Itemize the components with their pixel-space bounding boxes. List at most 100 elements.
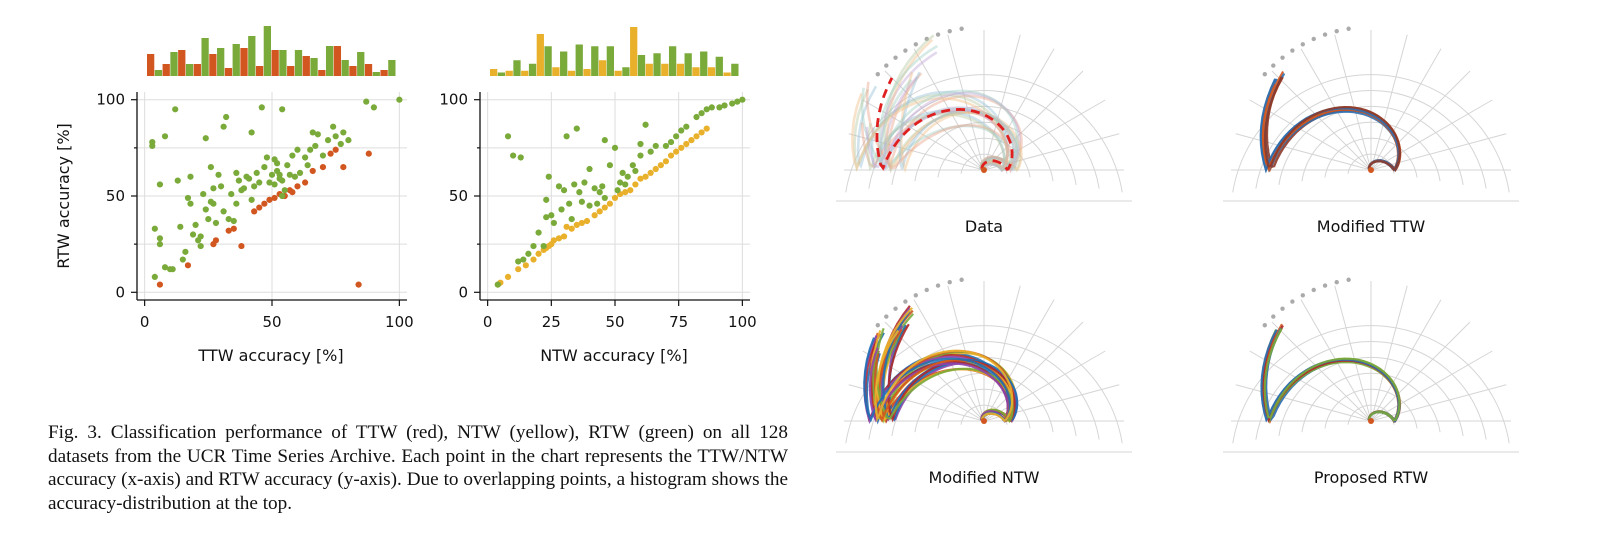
scatter-point	[225, 227, 232, 234]
scatter-point	[187, 200, 194, 207]
histogram-bar	[240, 48, 248, 76]
x-tick-label: 50	[605, 313, 624, 331]
scatter-point	[517, 154, 524, 161]
scatter-point	[573, 221, 580, 228]
x-tick-label: 0	[483, 313, 493, 331]
histogram-bar	[232, 44, 240, 76]
polar-plot-data	[836, 26, 1132, 202]
scatter-point	[251, 183, 258, 190]
scatter-point	[632, 167, 639, 175]
histogram-ntw-rtw	[490, 27, 739, 76]
polar-grid-spoke	[1370, 48, 1442, 171]
polar-trajectory	[1260, 329, 1400, 423]
polar-plot-proposed-rtw	[1223, 277, 1519, 453]
scatter-point	[363, 98, 370, 105]
scatter-point	[182, 248, 189, 255]
scatter-point	[566, 200, 573, 207]
histogram-bar	[521, 70, 529, 76]
polar-grid-spoke	[1370, 34, 1408, 171]
polar-trajectory	[1260, 329, 1400, 423]
scatter-point	[345, 137, 352, 144]
polar-plot-modified-ttw	[1223, 26, 1519, 202]
scatter-point	[286, 171, 293, 178]
scatter-point	[525, 250, 532, 257]
scatter-point	[515, 266, 522, 273]
polar-marker-dot	[1311, 36, 1316, 42]
polar-marker-dot	[875, 72, 880, 77]
polar-grid-spoke	[1370, 285, 1408, 422]
histogram-bar	[178, 50, 186, 76]
histogram-bar	[707, 67, 716, 76]
scatter-point	[667, 138, 675, 146]
scatter-point	[332, 146, 339, 153]
scatter-point	[263, 154, 271, 161]
scatter-point	[179, 256, 186, 263]
scatter-point	[647, 169, 654, 176]
scatter-point	[192, 221, 199, 228]
polar-grid-spoke	[947, 34, 985, 171]
scatter-point	[324, 137, 332, 144]
scatter-point	[312, 142, 319, 150]
polar-grid-spoke	[1370, 384, 1507, 422]
polar-grid-spoke	[1235, 384, 1372, 422]
scatter-point	[149, 142, 156, 150]
scatter-point	[225, 216, 232, 223]
histogram-bar	[715, 56, 723, 76]
scatter-point	[273, 160, 281, 167]
polar-trajectory	[1263, 76, 1401, 171]
histogram-bar	[653, 53, 661, 76]
polar-origin-marker	[981, 418, 987, 424]
histogram-bar	[388, 60, 396, 76]
polar-grid-spoke	[848, 133, 985, 171]
scatter-point	[279, 177, 286, 184]
histogram-bar	[224, 68, 233, 76]
scatter-point	[156, 181, 164, 188]
scatter-point	[302, 154, 309, 161]
polar-trajectory	[878, 78, 1019, 171]
scatter-point	[688, 137, 695, 144]
scatter-point	[619, 169, 626, 176]
scatter-point	[550, 219, 557, 227]
scatter-point	[494, 281, 501, 288]
scatter-point	[309, 167, 316, 175]
histogram-bar	[731, 63, 739, 76]
polar-marker-dot	[935, 283, 941, 288]
histogram-bar	[560, 51, 568, 76]
polar-label-modified-ttw: Modified TTW	[1317, 217, 1426, 236]
scatter-point	[550, 237, 557, 244]
scatter-point	[307, 146, 314, 153]
scatter-point	[698, 129, 705, 136]
scatter-point	[235, 177, 242, 184]
scatter-point	[319, 164, 327, 171]
scatter-point	[624, 173, 631, 180]
histogram-bar	[622, 67, 630, 76]
scatter-point	[642, 121, 649, 128]
scatter-point	[703, 106, 710, 113]
scatter-point	[543, 196, 550, 203]
polar-marker-dot	[1262, 72, 1267, 77]
scatter-point	[586, 165, 593, 173]
polar-grid-spoke	[983, 285, 1021, 422]
histogram-bar	[668, 46, 677, 76]
polar-marker-dot	[947, 28, 952, 34]
histogram-bar	[630, 27, 638, 76]
polar-marker-dot	[1300, 293, 1306, 298]
polar-marker-dot	[1346, 277, 1351, 282]
scatter-point	[629, 162, 636, 169]
scatter-point	[365, 150, 372, 157]
histogram-bar	[700, 51, 708, 76]
histogram-bar	[645, 63, 653, 76]
histogram-bar	[380, 70, 388, 76]
scatter-point	[578, 198, 585, 205]
polar-plot-modified-ntw	[836, 277, 1132, 453]
scatter-point	[693, 113, 700, 121]
scatter-point	[174, 177, 181, 184]
scatter-point	[601, 194, 608, 202]
scatter-point	[233, 169, 240, 176]
x-tick-label: 75	[669, 313, 688, 331]
polar-grid-spoke	[1235, 133, 1372, 171]
scatter-point	[156, 281, 164, 288]
histogram-bar	[185, 64, 194, 76]
scatter-point	[266, 179, 273, 186]
x-tick-label: 100	[385, 313, 414, 331]
